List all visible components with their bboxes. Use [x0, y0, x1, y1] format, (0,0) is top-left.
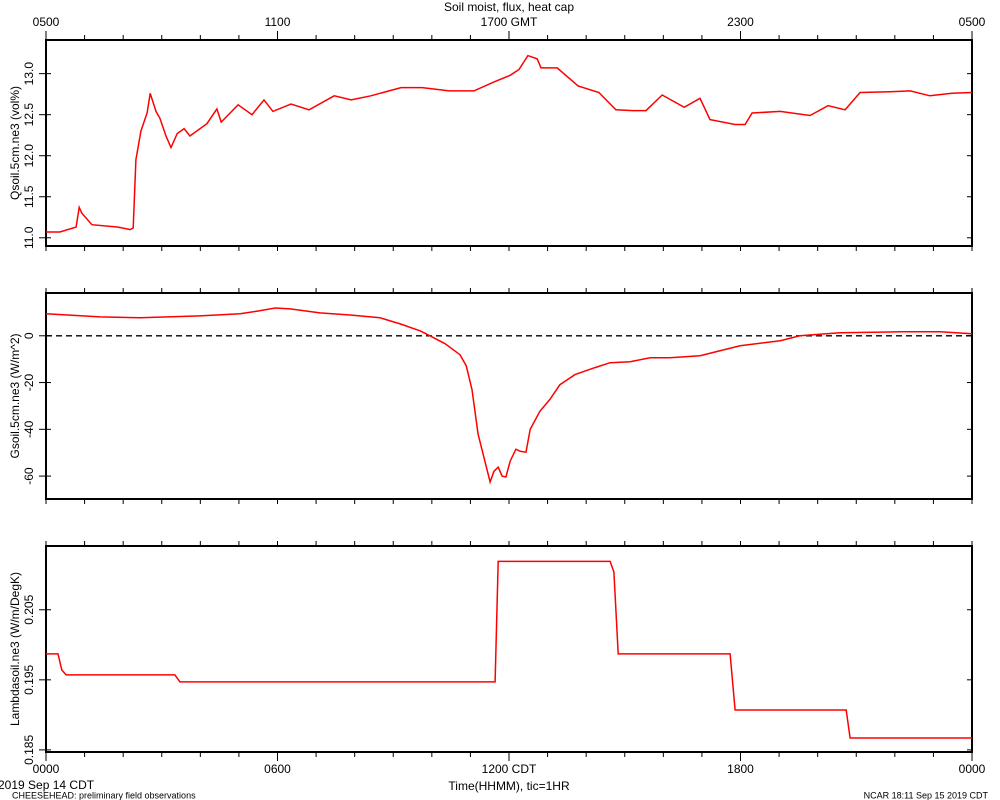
x-tick-label: 1700 GMT	[481, 15, 538, 29]
y-tick-label: 0	[22, 332, 36, 339]
y-axis-label: Gsoil.5cm.ne3 (W/m^2)	[8, 334, 22, 459]
y-tick-label: -20	[22, 374, 36, 392]
y-tick-label: 0.185	[22, 735, 36, 765]
y-tick-label: 0.195	[22, 664, 36, 694]
plot-frame	[45, 545, 973, 753]
x-tick-label: 0000	[959, 762, 986, 776]
y-tick-label: -40	[22, 420, 36, 438]
data-line	[46, 560, 972, 739]
y-axis-label: Qsoil.5cm.ne3 (vol%)	[8, 86, 22, 200]
x-tick-label: 1100	[265, 15, 291, 29]
credit-note: NCAR 18:11 Sep 15 2019 CDT	[864, 790, 989, 800]
x-tick-label: 0000	[33, 762, 60, 776]
y-tick-label: 11.5	[22, 185, 36, 208]
y-tick-label: -60	[22, 467, 36, 485]
chart-title: Soil moist, flux, heat cap	[444, 0, 574, 14]
y-tick-label: 13.0	[22, 62, 36, 86]
x-tick-label: 0500	[33, 15, 60, 29]
y-tick-label: 11.0	[22, 226, 36, 249]
x-tick-label: 0600	[264, 762, 291, 776]
y-axis-label: Lambdasoil.ne3 (W/m/DegK)	[8, 572, 22, 726]
y-tick-label: 12.5	[22, 103, 36, 127]
plot-frame	[45, 39, 973, 247]
x-axis-label: Time(HHMM), tic=1HR	[448, 779, 570, 793]
x-tick-label: 1800	[727, 762, 754, 776]
x-tick-label: 0500	[959, 15, 986, 29]
y-tick-label: 0.205	[22, 594, 36, 624]
data-line	[46, 54, 973, 233]
y-tick-label: 12.0	[22, 144, 36, 168]
date-note: 2019 Sep 14 CDT	[0, 778, 95, 792]
x-tick-label: 1200 CDT	[482, 762, 537, 776]
source-note: CHEESEHEAD: preliminary field observatio…	[12, 790, 196, 800]
data-line	[45, 307, 973, 485]
x-tick-label: 2300	[727, 15, 754, 29]
